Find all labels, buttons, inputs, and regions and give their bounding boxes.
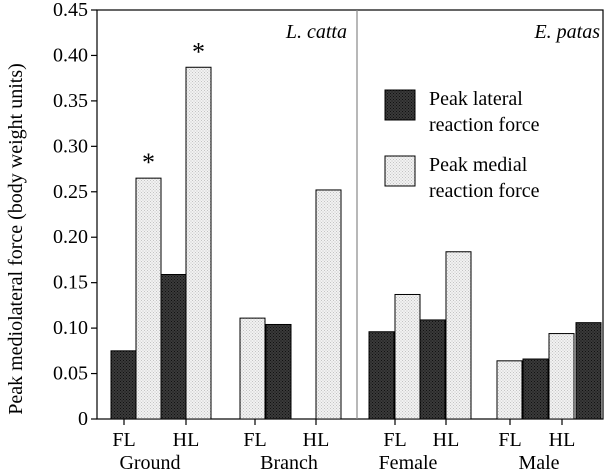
legend: Peak lateral reaction force Peak medial … [384,88,540,202]
legend-label-medial-line2: reaction force [429,180,540,202]
y-tick-label: 0.05 [53,363,88,385]
x-limb-label: HL [433,429,460,451]
significance-marker: * [192,37,205,66]
bar-medial-branch-hl [315,189,342,420]
y-tick-label: 0 [78,408,88,430]
x-limb-label: HL [303,429,330,451]
x-limb-label: FL [243,429,266,451]
bars [110,66,602,420]
bar-lateral-ground-fl [110,350,137,420]
bar-lateral-male-fl [522,358,549,420]
x-limb-label: HL [173,429,200,451]
x-limb-label: FL [383,429,406,451]
bar-lateral-ground-hl [160,273,187,420]
x-group-label: Female [379,452,438,471]
legend-label-lateral-line1: Peak lateral [429,88,523,110]
y-tick-label: 0.40 [53,44,88,66]
x-group-label: Male [518,452,559,471]
legend-label-lateral-line2: reaction force [429,114,540,136]
y-tick-label: 0.10 [53,317,88,339]
plot-frame [96,9,604,420]
plot-border [96,9,604,420]
y-tick-label: 0.45 [53,0,88,21]
bar-medial-male-hl [548,333,575,420]
legend-label-medial-line1: Peak medial [429,154,528,176]
y-tick-label: 0.25 [53,181,88,203]
x-limb-label: HL [549,429,576,451]
x-group-label: Ground [119,452,180,471]
bar-medial-male-fl [496,360,523,420]
legend-swatch-lateral [384,89,416,121]
bar-lateral-female-hl [419,319,446,420]
bar-lateral-female-fl [368,331,395,420]
y-tick-label: 0.20 [53,226,88,248]
panel-title-right: E. patas [533,21,600,43]
bar-medial-female-fl [394,293,421,420]
y-axis: 0 0.05 0.10 0.15 0.20 0.25 0.30 0.35 0.40 0.45 [53,0,97,430]
bar-lateral-male-hl [575,322,602,420]
y-tick-label: 0.35 [53,90,88,112]
legend-swatch-medial [384,155,416,187]
y-tick-label: 0.30 [53,135,88,157]
annotations: ** [142,37,205,177]
legend-label-medial: Peak medial reaction force [429,154,540,202]
bar-medial-branch-fl [239,317,266,420]
bar-medial-ground-hl [185,66,212,420]
x-limb-label: FL [112,429,135,451]
bar-medial-female-hl [445,251,472,420]
legend-label-lateral: Peak lateral reaction force [429,88,540,136]
x-group-label: Branch [260,452,318,471]
bar-lateral-branch-fl [265,323,292,420]
y-tick-label: 0.15 [53,272,88,294]
panel-title-left: L. catta [285,21,347,43]
y-axis-label: Peak mediolateral force (body weight uni… [5,63,27,415]
significance-marker: * [142,148,155,177]
x-limb-label: FL [498,429,521,451]
bar-medial-ground-fl [135,177,162,420]
